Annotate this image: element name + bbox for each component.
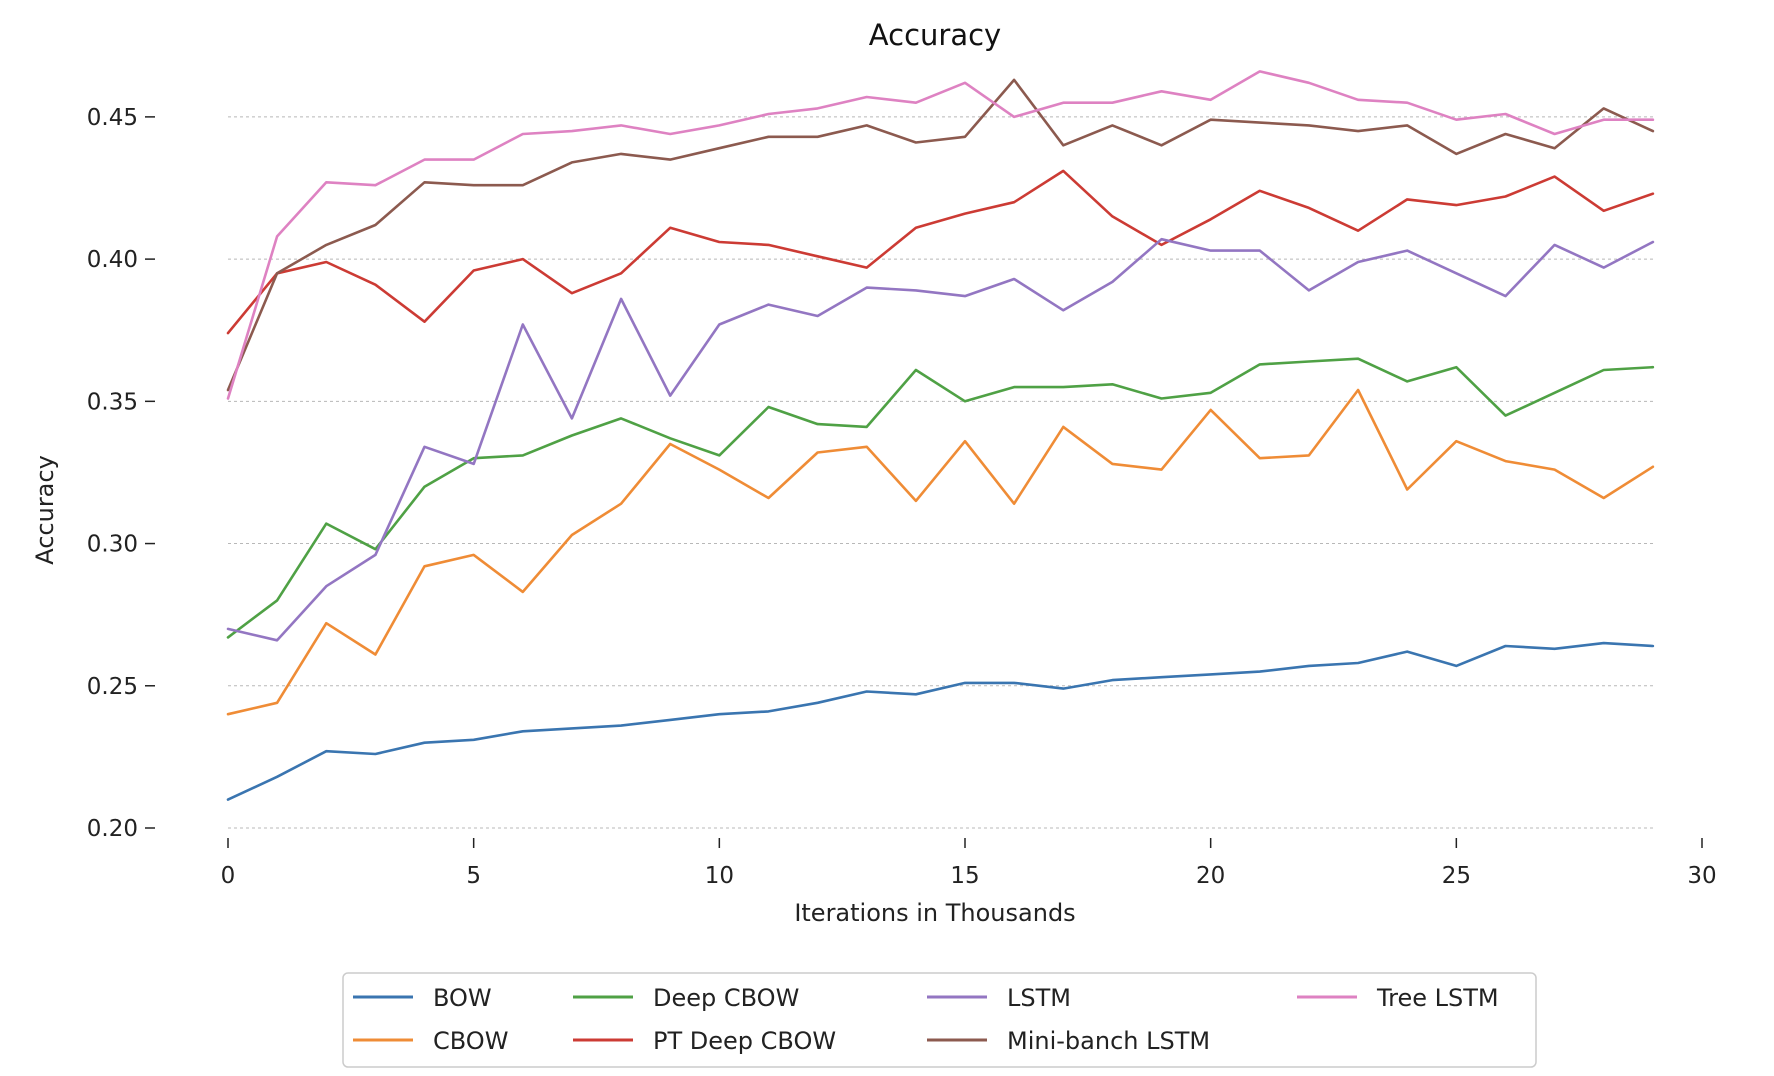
x-axis-title: Iterations in Thousands xyxy=(794,899,1075,927)
y-axis-title: Accuracy xyxy=(31,455,59,565)
y-tick-label: 0.45 xyxy=(87,105,138,131)
y-tick-label: 0.25 xyxy=(87,674,138,700)
series-line-tree-lstm xyxy=(226,70,1655,400)
legend-label: BOW xyxy=(433,984,492,1012)
x-tick-label: 20 xyxy=(1196,863,1225,889)
series-line-pt-deep-cbow xyxy=(226,169,1655,335)
series-line-lstm xyxy=(226,237,1655,642)
chart-title: Accuracy xyxy=(869,18,1001,52)
legend: BOW CBOW Deep CBOW PT Deep CBOW LSTM Mini-ban… xyxy=(342,972,1537,1068)
grid-lines xyxy=(228,116,1656,829)
x-tick-label: 30 xyxy=(1687,863,1716,889)
x-tick-label: 5 xyxy=(466,863,481,889)
series-line-cbow xyxy=(226,388,1655,716)
x-tick-label: 25 xyxy=(1442,863,1471,889)
y-tick-label: 0.35 xyxy=(87,389,138,415)
y-tick-label: 0.20 xyxy=(87,816,138,842)
x-tick-label: 10 xyxy=(705,863,734,889)
series-line-bow xyxy=(226,641,1655,801)
y-axis: 0.20 0.25 0.30 0.35 0.40 0.45 xyxy=(87,105,155,842)
y-tick-label: 0.40 xyxy=(87,247,138,273)
legend-frame xyxy=(342,972,1537,1068)
y-tick-label: 0.30 xyxy=(87,532,138,558)
series-line-deep-cbow xyxy=(226,357,1655,639)
legend-label: CBOW xyxy=(433,1027,508,1055)
legend-label: PT Deep CBOW xyxy=(653,1027,836,1055)
series-line-mini-banch-lstm xyxy=(226,78,1655,392)
legend-label: Tree LSTM xyxy=(1376,984,1499,1012)
legend-label: Deep CBOW xyxy=(653,984,799,1012)
series-lines xyxy=(226,70,1655,801)
x-tick-label: 15 xyxy=(950,863,979,889)
x-tick-label: 0 xyxy=(221,863,236,889)
x-axis: 0 5 10 15 20 25 30 xyxy=(221,838,1717,889)
legend-label: LSTM xyxy=(1007,984,1071,1012)
legend-label: Mini-banch LSTM xyxy=(1007,1027,1210,1055)
